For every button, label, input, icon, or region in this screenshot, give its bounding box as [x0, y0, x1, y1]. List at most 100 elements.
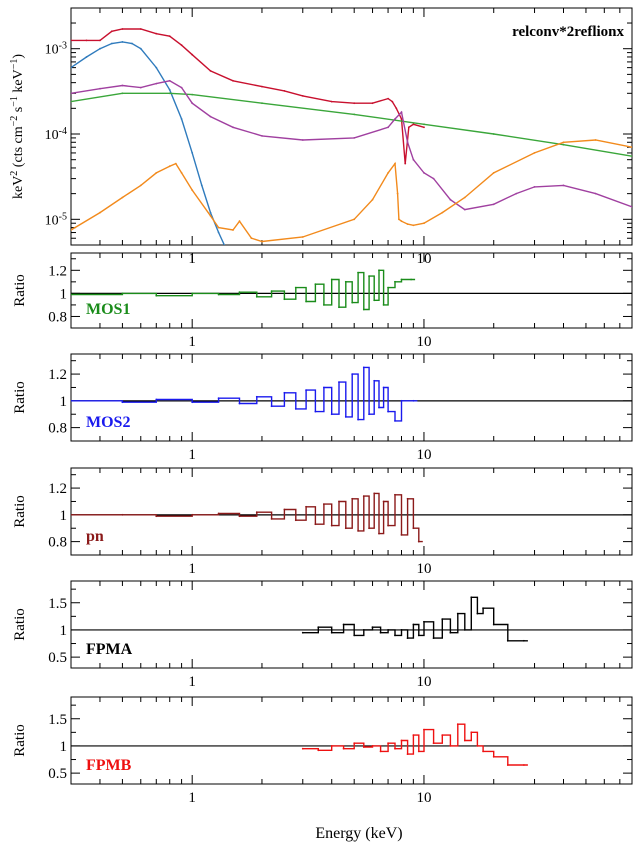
- plot-frame: [70, 696, 633, 785]
- data-point: [71, 513, 72, 516]
- data-point: [470, 731, 473, 734]
- data-point: [631, 155, 632, 158]
- data-point: [417, 750, 420, 753]
- series-line: [302, 596, 528, 642]
- data-point: [270, 518, 273, 520]
- data-point: [71, 66, 72, 69]
- data-point: [449, 631, 452, 634]
- data-point: [155, 172, 158, 174]
- data-point: [191, 292, 194, 295]
- data-point: [562, 143, 565, 146]
- data-point: [283, 298, 286, 301]
- data-point: [180, 44, 183, 47]
- model-annotation: relconv*2reflionx: [512, 24, 624, 40]
- data-point: [209, 70, 212, 72]
- data-point: [217, 226, 220, 229]
- plot-frame: [70, 353, 633, 442]
- x-tick-label: 10: [416, 674, 431, 690]
- data-point: [301, 747, 304, 750]
- data-point: [250, 237, 253, 240]
- data-point: [394, 162, 396, 165]
- y-tick-label: 1.5: [48, 712, 67, 728]
- data-point: [255, 295, 258, 298]
- data-point: [400, 111, 403, 114]
- y-tick-label: 10-4: [45, 126, 67, 144]
- data-point: [155, 515, 158, 518]
- data-point: [283, 90, 286, 92]
- data-point: [191, 152, 194, 154]
- instrument-label: FPMA: [86, 641, 133, 658]
- y-tick-label: 0.8: [48, 309, 67, 325]
- data-point: [482, 607, 484, 610]
- data-point: [344, 416, 347, 418]
- data-point: [344, 280, 347, 283]
- data-point: [270, 290, 273, 292]
- data-point: [378, 406, 380, 409]
- series-line: [71, 41, 226, 245]
- data-point: [482, 750, 484, 753]
- series-line: [71, 92, 632, 157]
- plot-frame: [70, 467, 633, 556]
- data-point: [238, 402, 241, 405]
- data-point: [404, 162, 407, 165]
- y-tick-label: 10-3: [45, 40, 67, 58]
- y-tick-label: 1: [60, 739, 68, 755]
- plot-frame: [70, 580, 633, 669]
- data-point: [294, 519, 297, 522]
- data-point: [506, 639, 509, 642]
- ratio-panel-pn: 1 10 0.8 1 1.2 Ratio pn: [12, 467, 633, 577]
- y-axis-label: Ratio: [12, 495, 28, 528]
- ratio-panel-fpmb: 1 10 0.5 1 1.5 Ratio FPMB: [12, 696, 633, 806]
- data-point: [342, 623, 345, 626]
- data-point: [338, 381, 340, 383]
- series-line: [71, 492, 423, 543]
- data-point: [323, 386, 325, 389]
- data-point: [283, 391, 286, 394]
- instrument-label: FPMB: [86, 757, 132, 774]
- data-point: [301, 236, 304, 238]
- data-point: [261, 102, 263, 105]
- data-point: [301, 95, 304, 97]
- instrument-label: MOS1: [86, 301, 130, 318]
- data-point: [353, 113, 356, 116]
- data-point: [394, 280, 396, 283]
- data-point: [441, 734, 444, 736]
- data-point: [270, 405, 273, 408]
- data-point: [99, 211, 101, 214]
- data-point: [387, 286, 389, 289]
- x-tick-label: 1: [188, 447, 196, 463]
- data-point: [232, 126, 234, 129]
- data-point: [217, 512, 220, 515]
- data-point: [400, 739, 403, 742]
- data-point: [305, 505, 307, 508]
- data-point: [463, 208, 466, 211]
- data-point: [368, 413, 370, 416]
- data-point: [121, 401, 124, 404]
- data-point: [362, 495, 365, 497]
- y-tick-label: 0.8: [48, 421, 67, 437]
- data-point: [362, 746, 365, 748]
- data-point: [168, 165, 171, 168]
- data-point: [412, 734, 415, 736]
- data-point: [412, 399, 415, 402]
- data-point: [71, 293, 72, 296]
- data-point: [387, 410, 389, 413]
- data-point: [168, 35, 171, 38]
- data-point: [373, 379, 376, 382]
- data-point: [523, 764, 525, 766]
- data-point: [261, 135, 263, 137]
- data-point: [371, 626, 374, 629]
- data-point: [200, 184, 203, 187]
- data-point: [209, 214, 212, 217]
- x-tick-label: 10: [416, 447, 431, 463]
- data-point: [305, 300, 307, 303]
- series-line: [302, 723, 528, 766]
- data-point: [225, 248, 227, 250]
- data-point: [371, 198, 374, 201]
- data-point: [342, 747, 345, 750]
- data-point: [492, 133, 495, 135]
- data-point: [400, 399, 403, 402]
- data-point: [387, 172, 389, 174]
- data-point: [417, 634, 420, 637]
- data-point: [371, 745, 374, 747]
